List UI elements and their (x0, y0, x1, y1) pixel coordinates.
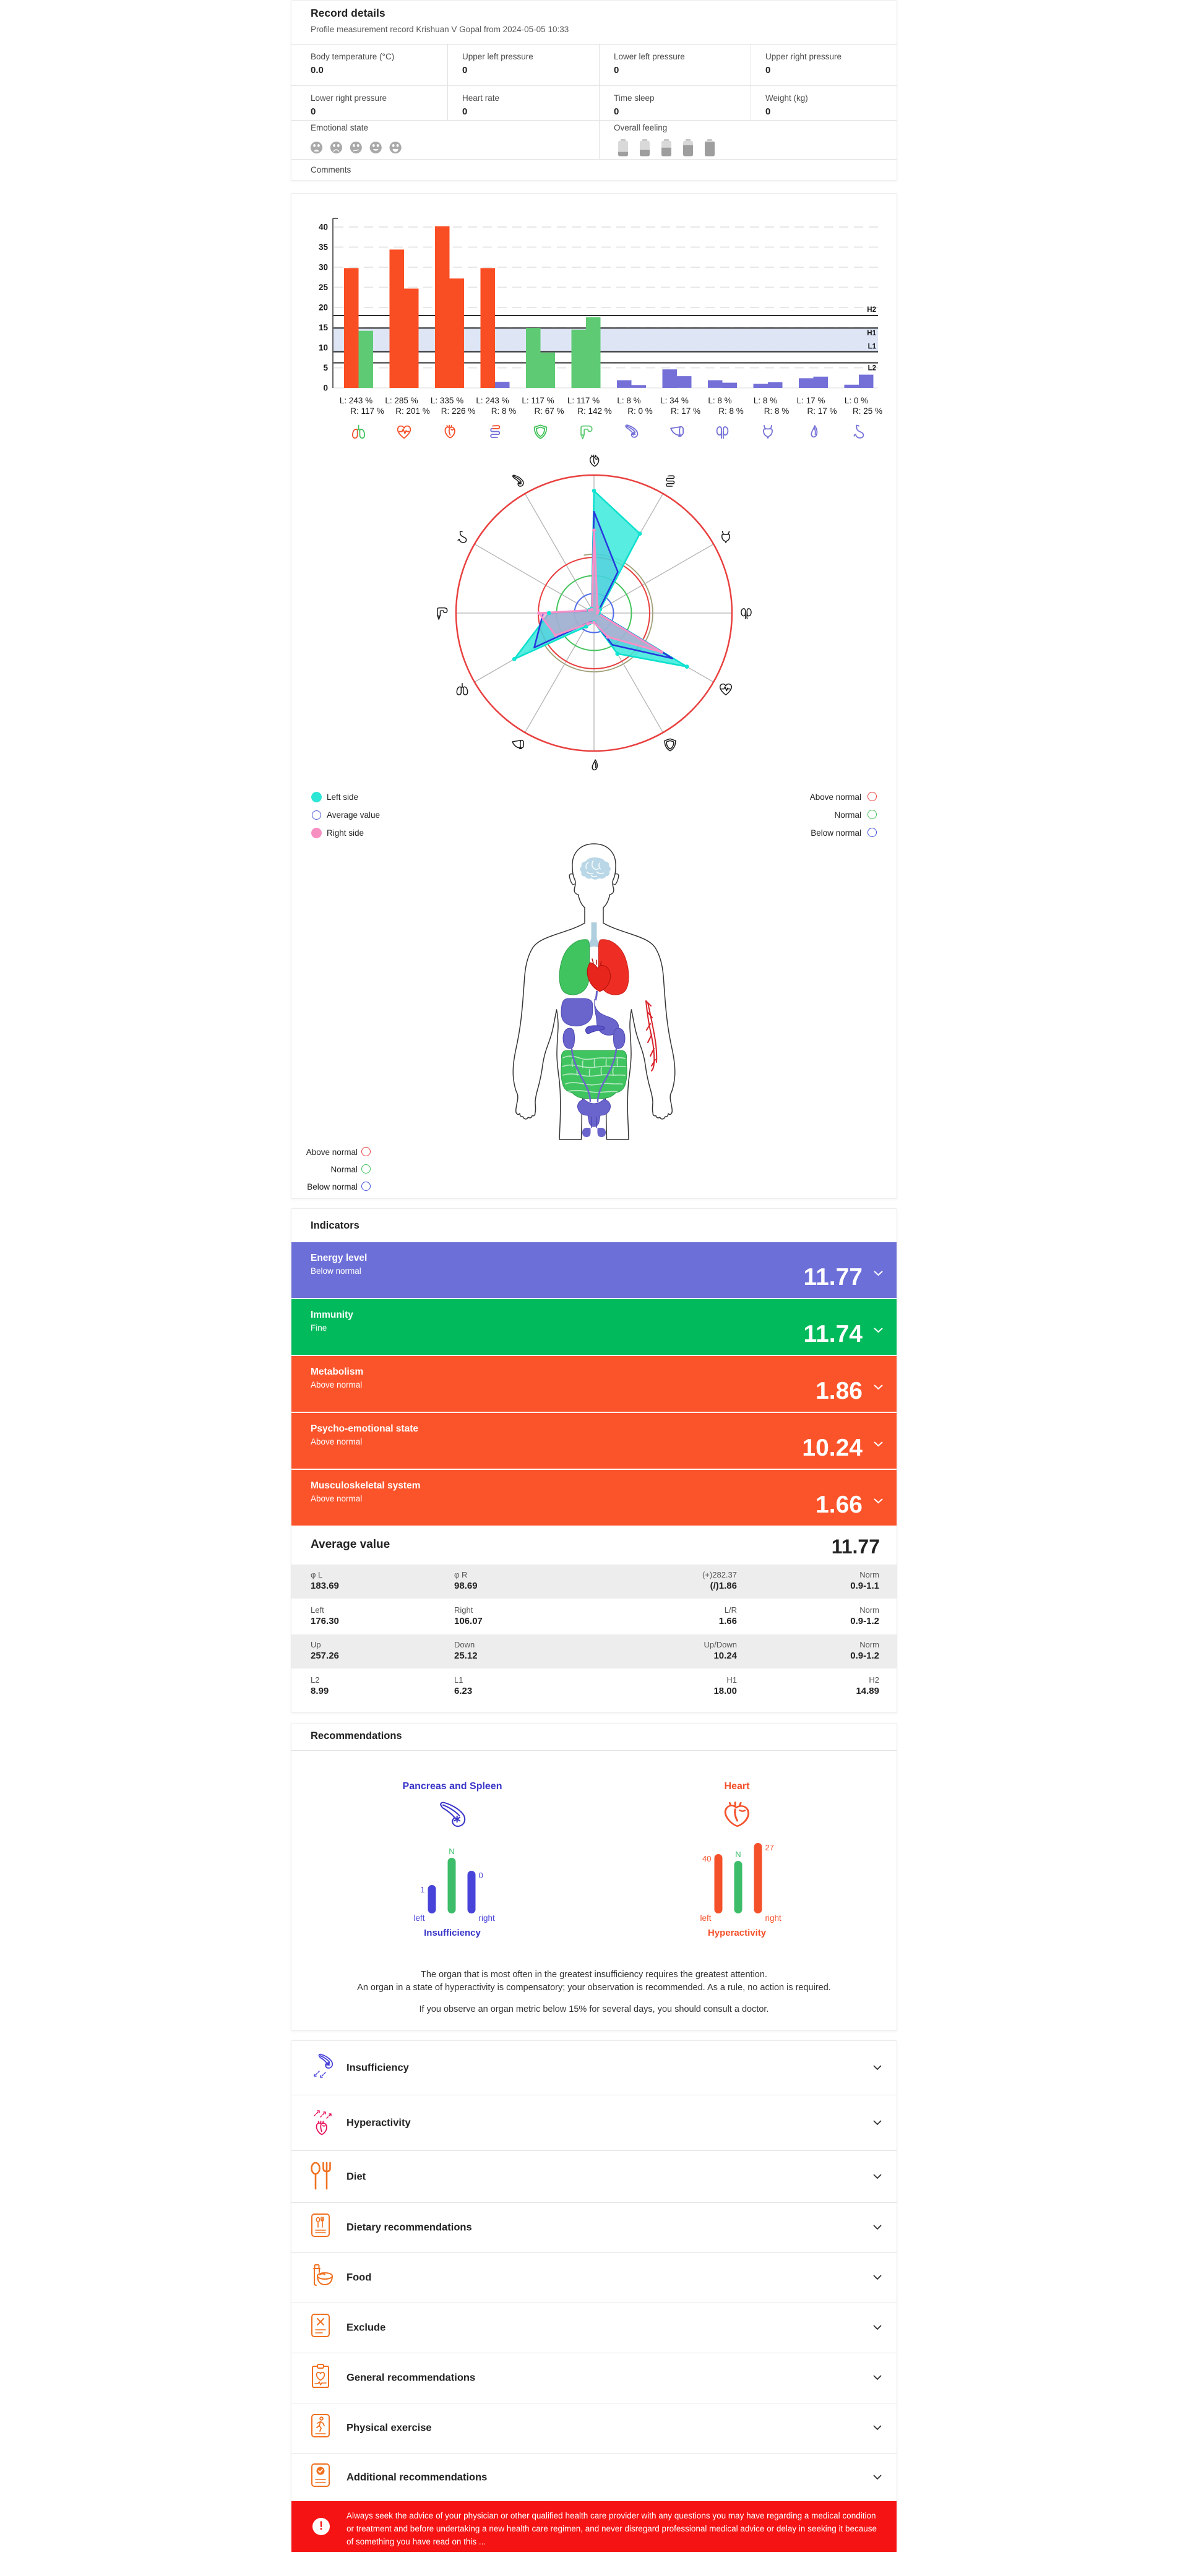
svg-text:N: N (735, 1850, 741, 1859)
svg-text:right: right (765, 1913, 782, 1923)
svg-text:10: 10 (319, 343, 328, 353)
svg-text:L: 8 %: L: 8 % (754, 396, 777, 405)
svg-text:R: 8 %: R: 8 % (491, 406, 517, 416)
svg-text:N: N (449, 1847, 454, 1856)
svg-text:R: 142 %: R: 142 % (577, 406, 612, 416)
svg-text:40: 40 (702, 1854, 711, 1863)
svg-text:L: 335 %: L: 335 % (431, 396, 463, 405)
svg-text:L: 8 %: L: 8 % (708, 396, 731, 405)
svg-text:L: 34 %: L: 34 % (660, 396, 689, 405)
svg-text:R: 117 %: R: 117 % (350, 406, 384, 416)
svg-text:left: left (413, 1913, 424, 1923)
svg-text:R: 8 %: R: 8 % (718, 406, 744, 416)
svg-text:L: 17 %: L: 17 % (797, 396, 825, 405)
svg-text:15: 15 (319, 323, 329, 332)
svg-text:40: 40 (319, 223, 328, 232)
svg-text:27: 27 (765, 1843, 774, 1852)
svg-text:L: 117 %: L: 117 % (567, 396, 600, 405)
svg-text:R: 67 %: R: 67 % (534, 406, 564, 416)
svg-text:R: 0 %: R: 0 % (627, 406, 653, 416)
svg-text:L2: L2 (868, 365, 876, 372)
svg-text:L1: L1 (868, 343, 877, 351)
svg-text:R: 8 %: R: 8 % (764, 406, 790, 416)
svg-text:L: 285 %: L: 285 % (385, 396, 418, 405)
svg-text:R: 17 %: R: 17 % (671, 406, 700, 416)
svg-text:L: 8 %: L: 8 % (617, 396, 640, 405)
svg-text:L: 117 %: L: 117 % (522, 396, 554, 405)
svg-text:H1: H1 (867, 330, 876, 337)
svg-text:30: 30 (319, 263, 328, 272)
svg-text:R: 226 %: R: 226 % (441, 406, 476, 416)
svg-text:L: 243 %: L: 243 % (340, 396, 372, 405)
svg-text:R: 25 %: R: 25 % (853, 406, 882, 416)
svg-text:L: 243 %: L: 243 % (476, 396, 509, 405)
svg-text:20: 20 (319, 303, 328, 312)
svg-text:right: right (479, 1913, 496, 1923)
svg-text:R: 201 %: R: 201 % (395, 406, 430, 416)
svg-text:35: 35 (319, 243, 329, 252)
svg-text:left: left (700, 1913, 711, 1923)
svg-text:H2: H2 (867, 306, 876, 314)
svg-text:0: 0 (479, 1871, 483, 1880)
svg-text:R: 17 %: R: 17 % (807, 406, 837, 416)
svg-text:25: 25 (319, 283, 329, 292)
svg-text:1: 1 (420, 1885, 424, 1894)
svg-text:L: 0 %: L: 0 % (845, 396, 868, 405)
svg-text:5: 5 (323, 363, 328, 372)
svg-text:0: 0 (323, 384, 328, 393)
